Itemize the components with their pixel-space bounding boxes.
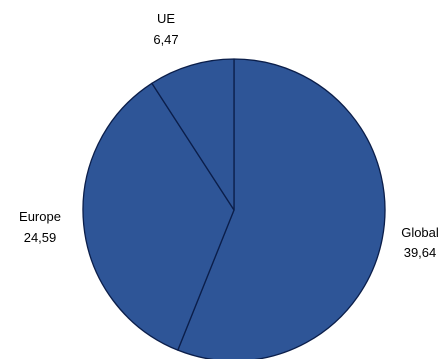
slice-label-europe-name: Europe — [19, 209, 61, 224]
pie-slice-europe — [82, 82, 235, 351]
slice-label-europe-value: 24,59 — [24, 230, 57, 245]
slice-label-global-value: 39,64 — [404, 245, 437, 260]
slice-label-europe: Europe 24,59 — [19, 209, 61, 245]
pie-slice-global — [177, 58, 386, 359]
slice-label-ue: UE 6,47 — [153, 11, 178, 47]
slice-label-ue-value: 6,47 — [153, 32, 178, 47]
slice-label-global: Global 39,64 — [401, 225, 439, 260]
slice-label-ue-name: UE — [157, 11, 175, 26]
pie-slices — [82, 58, 386, 359]
slice-label-global-name: Global — [401, 225, 439, 240]
pie-slice-ue — [151, 58, 235, 211]
